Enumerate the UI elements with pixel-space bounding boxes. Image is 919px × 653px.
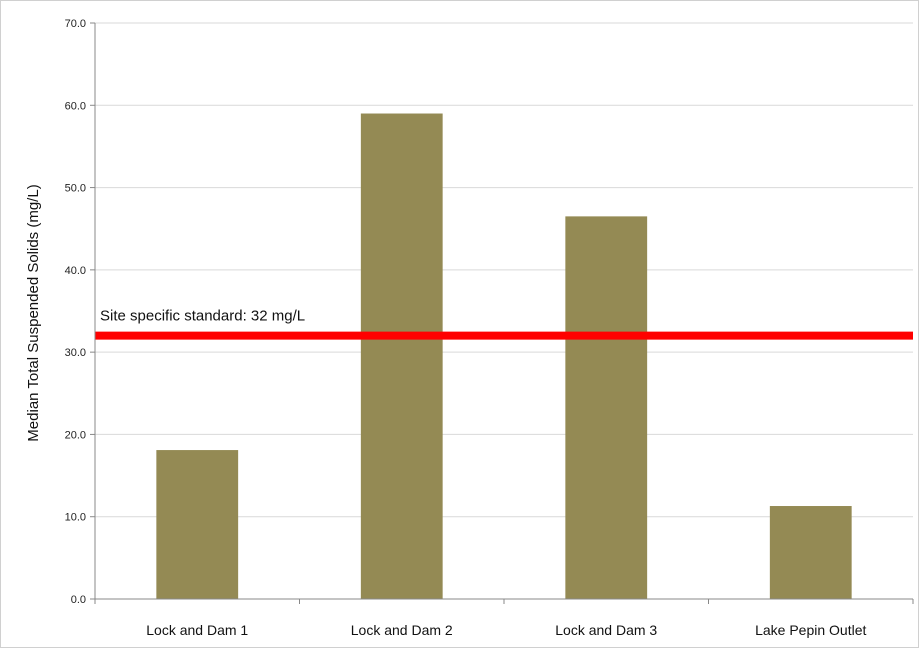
y-tick-label: 70.0	[65, 18, 86, 30]
bar	[769, 506, 852, 599]
reference-line-label: Site specific standard: 32 mg/L	[100, 308, 305, 325]
bars	[156, 113, 852, 599]
bar	[360, 113, 443, 599]
y-tick-label: 50.0	[65, 183, 86, 195]
y-axis-title: Median Total Suspended Solids (mg/L)	[25, 184, 42, 441]
labels: 0.0 10.0 20.0 30.0 40.0 50.0 60.0 70.0 Lock and …	[65, 18, 867, 638]
y-tick-label: 60.0	[65, 100, 86, 112]
x-category-label: Lock and Dam 2	[351, 622, 453, 638]
bar	[565, 216, 648, 599]
y-tick-label: 20.0	[65, 429, 86, 441]
x-category-label: Lock and Dam 3	[555, 622, 657, 638]
x-category-label: Lake Pepin Outlet	[755, 622, 866, 638]
y-tick-label: 30.0	[65, 347, 86, 359]
bar	[156, 450, 239, 599]
x-category-label: Lock and Dam 1	[146, 622, 248, 638]
y-tick-label: 40.0	[65, 265, 86, 277]
y-tick-label: 10.0	[65, 512, 86, 524]
axes	[90, 22, 914, 604]
y-tick-label: 0.0	[71, 594, 86, 606]
